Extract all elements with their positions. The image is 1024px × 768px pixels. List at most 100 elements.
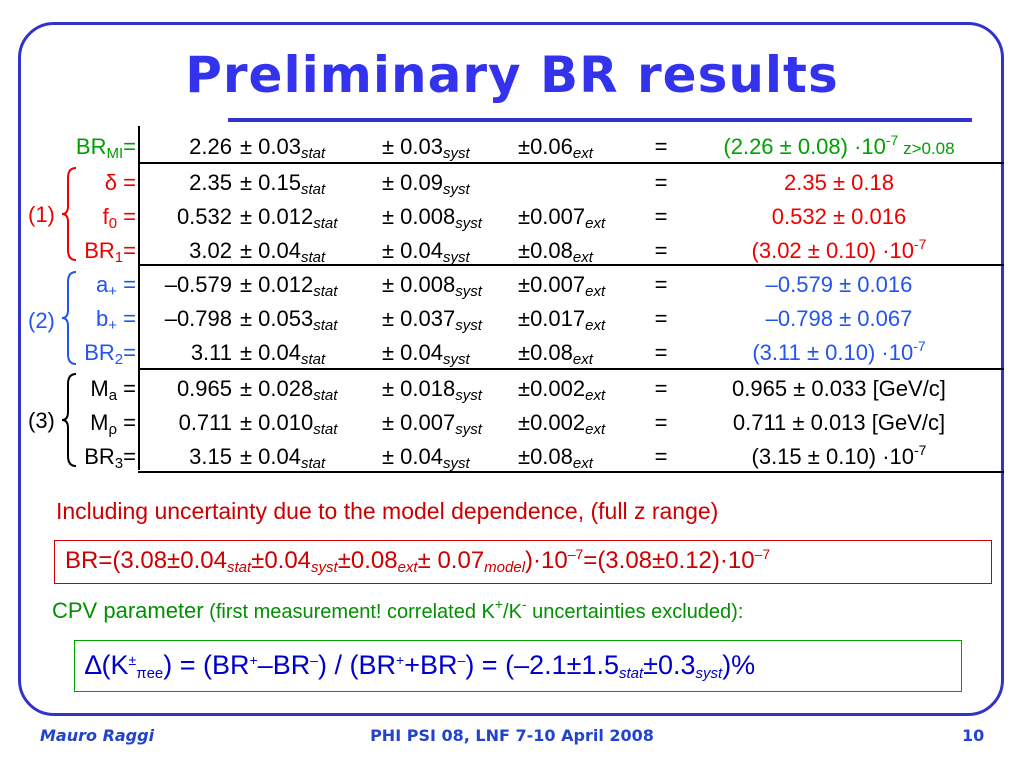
stat-tag: stat [313,421,338,438]
row-label-equals: = [123,340,136,365]
row-equals: = [654,410,668,435]
table-vertical-rule [138,126,140,470]
stat-tag: stat [301,249,326,266]
result-exponent: -7 [913,338,926,354]
row-equals: = [654,340,668,365]
row-syst-error: ± 0.04syst [382,444,470,471]
br-sup: –7 [754,546,771,562]
syst-tag: syst [455,387,482,404]
row-central-value: 3.02 [189,238,232,263]
row-syst-error: ± 0.037syst [382,306,482,334]
row-label-equals: = [123,444,136,469]
row-equals: = [654,272,668,297]
row-label: BR3= [40,444,136,472]
row-ext-error: ±0.002ext [518,410,605,437]
row-ext-error: ±0.007ext [518,204,606,232]
syst-value: ± 0.04 [382,340,444,365]
br-sub: stat [226,559,252,576]
br-part: BR=(3.08±0.04 [65,547,227,574]
row-equals: = [654,204,668,229]
row-ext-error: ±0.017ext [518,306,605,333]
result-value: 0.532 ± 0.016 [771,204,907,229]
row-stat-error: ± 0.053stat [240,306,338,334]
group-tag-3: (3) [28,408,55,433]
row-label: Mρ = [40,410,136,437]
row-label: BR1= [40,238,136,266]
row-result: (3.15 ± 0.10) ·10-7 [676,443,1002,470]
row-label-equals: = [117,272,136,297]
row-central-value: 3.11 [190,340,232,365]
row-label-equals: = [117,410,136,435]
syst-tag: syst [443,351,470,368]
stat-value: ± 0.012 [240,272,314,297]
row-result: (2.26 ± 0.08) ·10-7 z>0.08 [676,132,1002,162]
br-part: )·10 [525,547,568,574]
br-part: =(3.08±0.12)·10 [583,547,755,574]
row-label: δ = [40,170,136,196]
syst-tag: syst [455,317,482,334]
row-label-subscript: 1 [114,249,124,266]
stat-value: ± 0.010 [240,410,314,435]
row-central-value: 0.965 [176,376,232,401]
ext-tag: ext [585,215,606,232]
row-stat-error: ± 0.028stat [240,376,338,404]
ext-value: ±0.08 [518,238,573,263]
result-exponent: -7 [914,236,927,252]
row-syst-error: ± 0.018syst [382,376,482,404]
result-value: 0.711 ± 0.013 [GeV/c] [732,410,946,435]
row-label-symbol: M [90,376,109,401]
row-label-subscript: 3 [114,455,124,472]
row-label-subscript: 0 [108,215,118,232]
syst-value: ± 0.008 [382,272,456,297]
row-syst-error: ± 0.04syst [382,340,470,368]
stat-tag: stat [313,387,338,404]
stat-tag: stat [301,181,326,198]
row-result: –0.579 ± 0.016 [676,272,1002,298]
row-result: 0.711 ± 0.013 [GeV/c] [676,410,1002,436]
ext-value: ±0.017 [518,306,586,331]
ext-value: ±0.002 [518,376,586,401]
br-sub: syst [311,559,338,576]
br-sup: –7 [567,546,584,562]
stat-value: ± 0.03 [240,134,302,159]
row-stat-error: ± 0.04stat [240,238,326,266]
row-result: 0.965 ± 0.033 [GeV/c] [676,376,1002,402]
syst-tag: syst [443,145,470,162]
row-central-value: 3.15 [189,444,232,469]
row-syst-error: ± 0.007syst [382,410,482,437]
ext-tag: ext [572,249,593,266]
row-stat-error: ± 0.010stat [240,410,338,438]
row-stat-error: ± 0.03stat [240,134,326,162]
stat-tag: stat [301,145,326,162]
footer-author: Mauro Raggi [40,726,155,745]
table-rule-1 [138,162,1004,164]
row-equals: = [654,444,668,469]
stat-value: ± 0.04 [240,238,302,263]
result-range-note: z>0.08 [898,139,955,158]
row-result: –0.798 ± 0.067 [676,306,1002,332]
result-value: 2.35 ± 0.18 [784,170,894,195]
ext-tag: ext [572,351,593,368]
br-sub: ext [397,559,418,576]
row-label-symbol: BR [75,134,107,159]
row-equals: = [654,134,668,159]
row-label-subscript: + [108,283,118,300]
syst-value: ± 0.04 [382,444,444,469]
stat-tag: stat [313,317,338,334]
row-label-symbol: b [96,306,109,331]
stat-tag: stat [301,351,326,368]
result-value: (3.02 ± 0.10) ·10 [751,238,915,263]
row-equals: = [654,238,668,263]
row-label-symbol: BR [84,238,115,263]
result-exponent: -7 [885,132,899,148]
stat-tag: stat [313,283,338,300]
ext-tag: ext [572,455,593,472]
row-central-value: 0.532 [176,204,232,229]
results-table: (1) (2) (3) BRMI= 2.26 ± 0.03stat ± 0.03sys… [28,126,1004,473]
row-label-subscript: a [108,387,118,404]
footer-conference: PHI PSI 08, LNF 7-10 April 2008 [370,726,654,745]
row-result: (3.02 ± 0.10) ·10-7 [676,236,1002,264]
row-result: 2.35 ± 0.18 [676,170,1002,196]
brace-group-1 [61,167,77,261]
table-rule-2 [138,264,1004,266]
